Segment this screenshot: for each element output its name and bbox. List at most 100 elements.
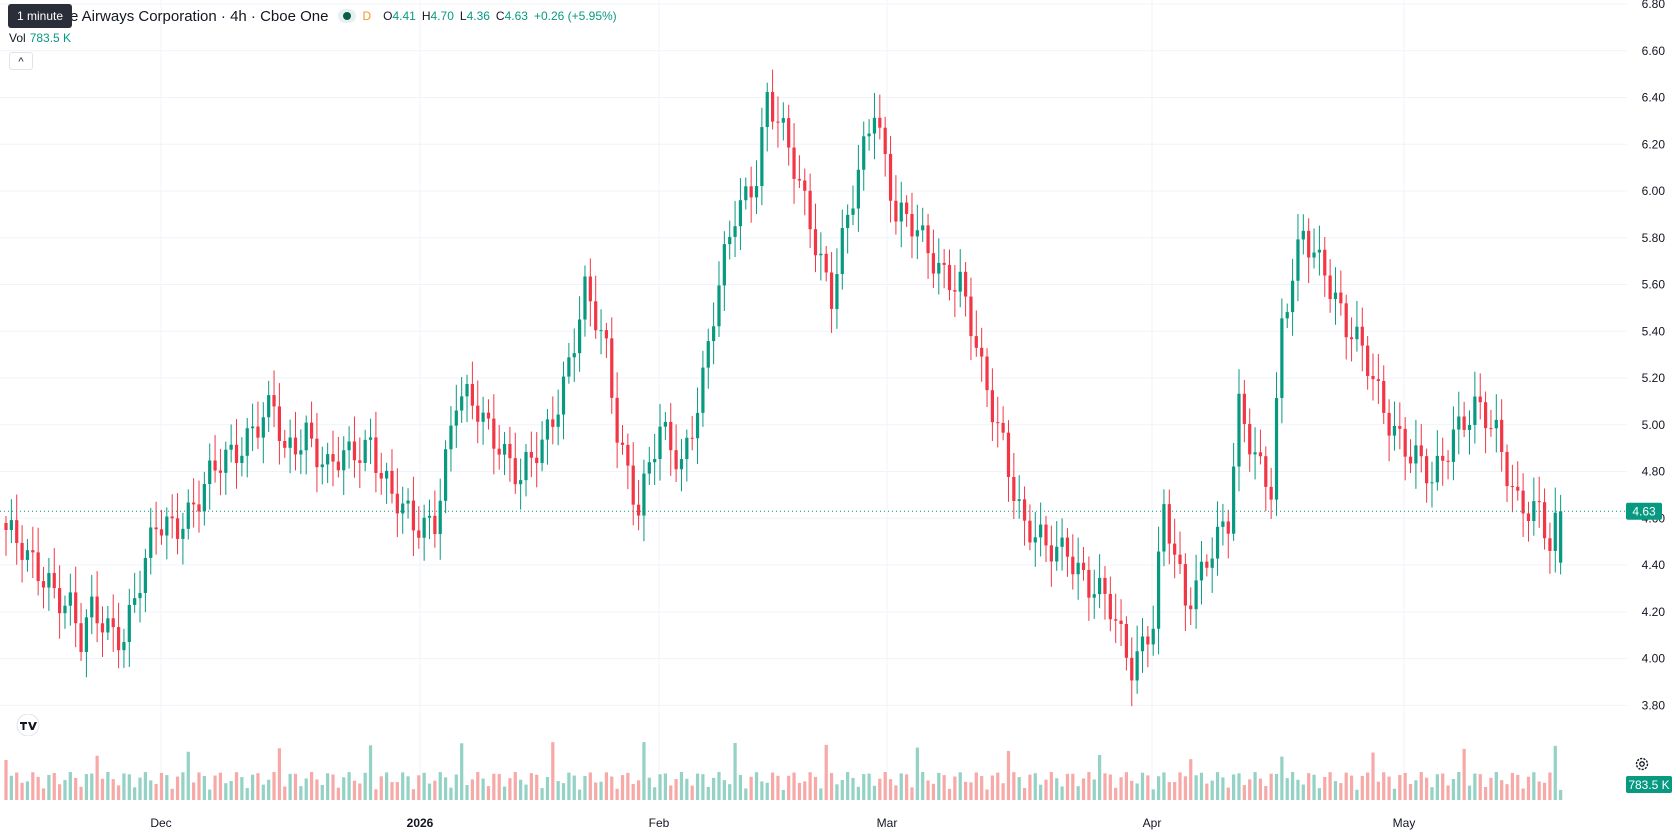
delay-badge[interactable]: D <box>362 9 372 23</box>
candle-body <box>1076 562 1080 575</box>
volume-bar <box>186 751 190 800</box>
volume-bar <box>883 772 887 800</box>
candle-body <box>1500 419 1504 452</box>
candle-body <box>154 527 158 530</box>
volume-bar <box>1414 780 1418 800</box>
volume-bar <box>454 774 458 800</box>
candle-body <box>443 449 448 501</box>
candle-body <box>1253 452 1257 455</box>
volume-bar <box>915 747 919 800</box>
volume-bar <box>1462 748 1466 800</box>
candle-body <box>390 470 394 494</box>
volume-bar <box>1435 774 1439 800</box>
candle-body <box>663 421 667 427</box>
volume-bar <box>1430 787 1434 800</box>
high-value: H4.70 <box>421 9 454 23</box>
candle-body <box>535 457 539 464</box>
low-value: L4.36 <box>459 9 490 23</box>
candle-body <box>980 347 984 357</box>
last-price-label: 4.63 <box>1626 502 1662 520</box>
volume-bar <box>583 776 587 800</box>
volume-bar <box>202 776 206 800</box>
price-tick-label: 5.40 <box>1642 324 1666 338</box>
volume-bar <box>947 788 952 800</box>
candle-body <box>1312 252 1316 258</box>
candle-body <box>1526 513 1531 522</box>
volume-bar <box>636 780 641 800</box>
candle-body <box>127 604 131 643</box>
candle-body <box>642 473 646 516</box>
volume-bar <box>25 781 30 800</box>
candle-body <box>1001 422 1005 433</box>
price-tick-label: 4.40 <box>1642 558 1666 572</box>
volume-bar <box>1076 786 1080 800</box>
volume-bars <box>4 742 1563 800</box>
volume-bar <box>1457 772 1461 800</box>
time-axis[interactable]: Dec 2026 Feb Mar Apr May <box>150 816 1415 830</box>
volume-bar <box>508 778 512 800</box>
candle-body <box>1339 292 1343 304</box>
volume-bar <box>1500 780 1504 800</box>
price-axis[interactable]: 6.80 6.60 6.40 6.20 6.00 5.80 5.60 5.40 5.20 5.00… <box>1642 0 1666 712</box>
candle-body <box>1215 526 1220 559</box>
price-tick-label: 6.00 <box>1642 184 1666 198</box>
candle-body <box>170 516 174 519</box>
volume-bar <box>781 789 785 800</box>
candle-body <box>1425 456 1429 484</box>
candle-body <box>1510 486 1514 488</box>
candle-body <box>894 200 898 222</box>
volume-bar <box>1526 776 1531 800</box>
volume-bar <box>1489 777 1493 800</box>
symbol-title[interactable]: e Airways Corporation · 4h · Cboe One <box>70 7 329 25</box>
volume-bar <box>1135 783 1139 800</box>
price-tick-label: 5.80 <box>1642 231 1666 245</box>
candle-body <box>208 460 212 485</box>
candle-body <box>1039 524 1043 538</box>
volume-bar <box>1194 775 1198 800</box>
candle-body <box>1414 445 1418 464</box>
volume-bar <box>1274 773 1279 800</box>
volume-bar <box>433 780 437 800</box>
candle-body <box>910 213 914 237</box>
volume-bar <box>165 775 169 800</box>
candle-body <box>701 367 705 413</box>
candle-body <box>58 588 62 614</box>
collapse-legend-button[interactable]: ^ <box>9 52 33 70</box>
volume-bar <box>293 773 298 800</box>
candle-body <box>224 449 228 473</box>
candle-body <box>1178 554 1182 565</box>
candle-body <box>1344 303 1348 338</box>
candle-body <box>1022 499 1027 521</box>
volume-bar <box>524 784 528 800</box>
candle-body <box>728 236 732 245</box>
volume-bar <box>1226 787 1230 800</box>
candle-body <box>336 461 340 471</box>
volume-bar <box>1451 779 1456 800</box>
volume-bar <box>229 781 233 800</box>
candle-body <box>958 271 962 292</box>
candle-body <box>368 437 373 440</box>
volume-bar <box>1360 775 1364 800</box>
candle-body <box>1553 512 1557 551</box>
candle-body <box>90 596 94 618</box>
volume-bar <box>218 772 223 800</box>
volume-bar <box>326 773 330 800</box>
tradingview-logo-icon[interactable] <box>15 714 41 736</box>
interval-tooltip: 1 minute <box>8 4 73 28</box>
candle-body <box>1087 569 1091 598</box>
candle-body <box>738 200 743 227</box>
candle-body <box>572 353 576 358</box>
market-status-icon[interactable] <box>338 9 357 23</box>
volume-bar <box>690 785 694 800</box>
gear-icon[interactable] <box>1634 756 1650 772</box>
volume-bar <box>406 776 410 800</box>
volume-bar <box>958 772 962 800</box>
volume-bar <box>513 772 517 800</box>
volume-bar <box>309 772 314 800</box>
volume-bar <box>1210 780 1214 800</box>
candle-body <box>502 443 507 455</box>
volume-bar <box>143 772 147 800</box>
candle-body <box>470 383 474 406</box>
candle-body <box>4 522 8 530</box>
